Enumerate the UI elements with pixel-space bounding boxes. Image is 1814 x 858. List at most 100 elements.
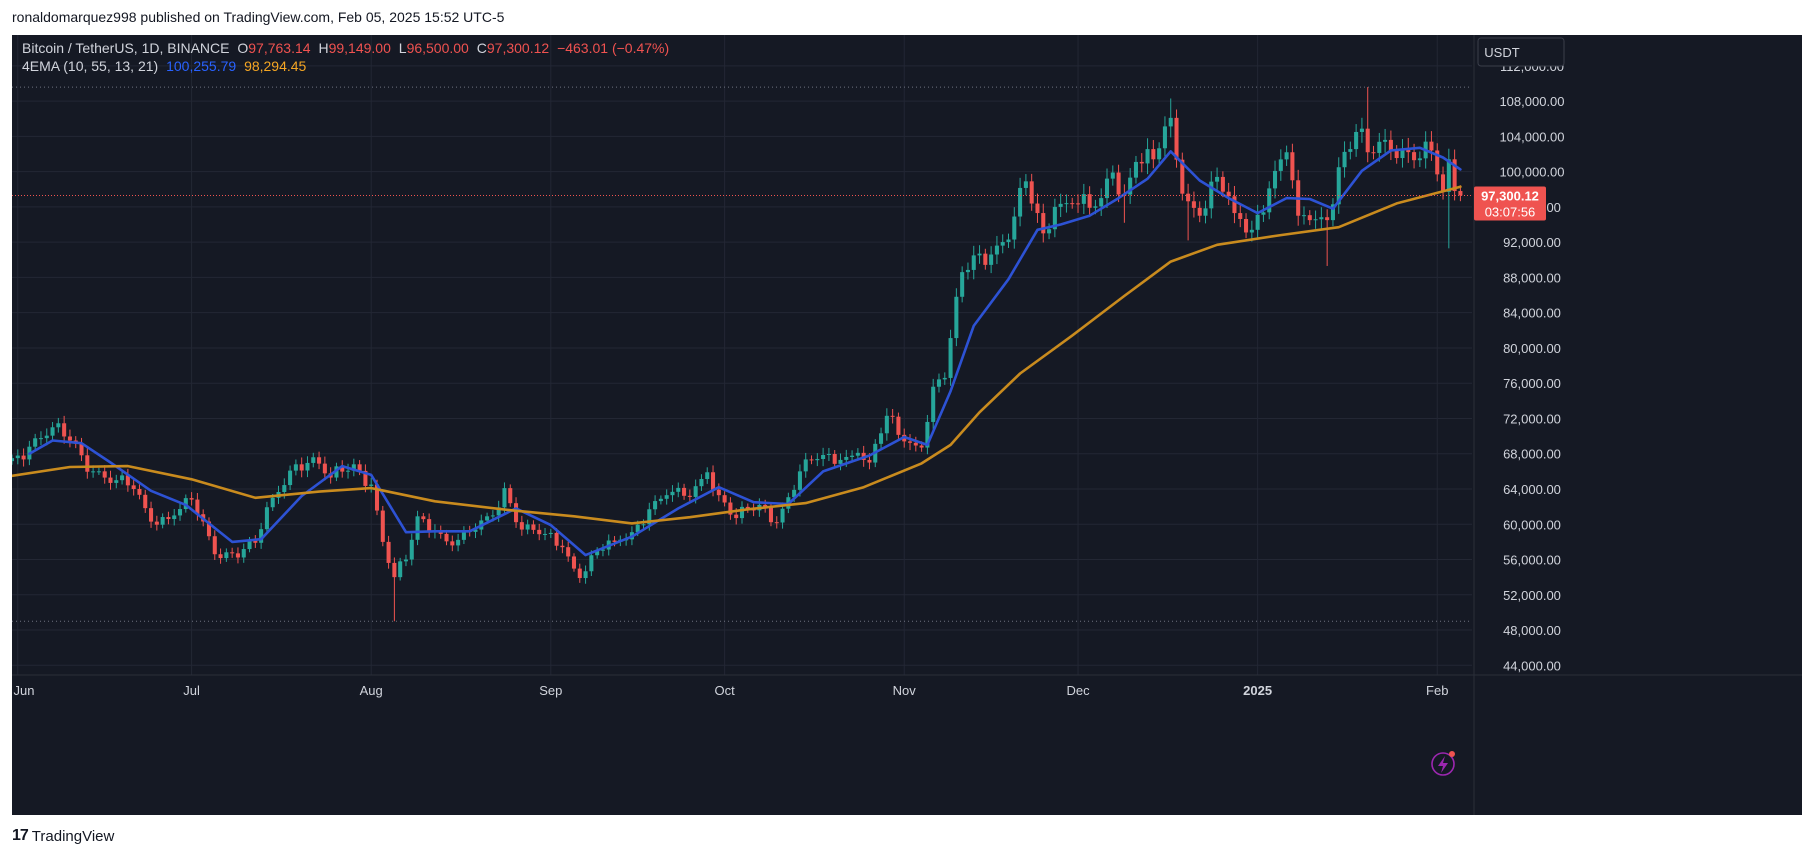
candle-body [195, 499, 200, 515]
candle-body [1104, 178, 1110, 199]
low-value: 96,500.00 [406, 40, 469, 56]
candle-body [705, 472, 710, 480]
currency-button-label[interactable]: USDT [1484, 45, 1519, 60]
candle-body [1244, 218, 1249, 233]
candle-body [890, 415, 895, 417]
tradingview-brand: TradingView [31, 827, 115, 845]
candle-body [983, 253, 988, 265]
candle-body [374, 484, 380, 511]
candle-body [595, 550, 600, 556]
candle-body [369, 484, 374, 486]
candle-body [363, 470, 368, 486]
x-tick-label: Feb [1426, 683, 1448, 698]
candle-body [1336, 167, 1341, 205]
candle-body [1359, 128, 1364, 132]
candle-body [108, 477, 113, 483]
candle-body [589, 555, 594, 572]
candle-body [1354, 131, 1359, 150]
candle-body [1232, 196, 1237, 214]
publish-header: ronaldomarquez998 published on TradingVi… [12, 9, 505, 25]
candle-body [734, 514, 739, 519]
axes: 112,000.00108,000.00104,000.00100,000.00… [12, 35, 1802, 815]
candle-body [936, 379, 942, 387]
candle-body [1151, 149, 1156, 160]
candle-body [380, 510, 385, 542]
candle-body [682, 487, 687, 496]
candle-body [102, 471, 107, 478]
candle-body [1226, 191, 1231, 197]
candle-body [971, 255, 976, 270]
symbol-title[interactable]: Bitcoin / TetherUS, 1D, BINANCE [22, 40, 230, 56]
candle-body [942, 377, 947, 380]
candle-body [1191, 201, 1196, 208]
candle-body [664, 495, 669, 499]
candle-body [218, 554, 223, 559]
candle-body [357, 464, 362, 471]
candle-body [699, 479, 704, 487]
candle-body [1203, 208, 1208, 216]
ema-fast-value: 100,255.79 [166, 58, 237, 74]
candle-body [542, 533, 548, 535]
indicator-legend: 4EMA (10, 55, 13, 21) 100,255.79 98,294.… [22, 58, 310, 74]
candle-body [676, 487, 681, 492]
y-tick-label: 72,000.00 [1503, 411, 1561, 426]
candle-body [96, 471, 101, 473]
candle-body [299, 464, 304, 471]
candle-body [33, 438, 38, 447]
chart-frame[interactable]: 112,000.00108,000.00104,000.00100,000.00… [12, 35, 1802, 815]
candle-body [241, 549, 246, 558]
open-label: O [237, 40, 249, 56]
countdown-text: 03:07:56 [1485, 204, 1536, 219]
currency-button[interactable] [1477, 37, 1565, 67]
candle-body [566, 547, 571, 557]
candle-body [1435, 150, 1440, 175]
candle-body [989, 254, 994, 265]
candle-body [722, 495, 727, 503]
candle-body [600, 549, 605, 551]
candle-body [1394, 150, 1399, 159]
indicator-title[interactable]: 4EMA (10, 55, 13, 21) [22, 58, 159, 74]
candle-body [1145, 149, 1150, 164]
candle-body [577, 568, 582, 579]
change-value: −463.01 (−0.47%) [557, 40, 670, 56]
candle-body [427, 519, 432, 533]
tradingview-logo[interactable]: 17 TradingView [12, 827, 114, 845]
candle-body [519, 522, 524, 530]
high-label: H [318, 40, 329, 56]
ema-slow-value: 98,294.45 [244, 58, 307, 74]
x-tick-label: Nov [893, 683, 917, 698]
candle-body [815, 459, 820, 461]
candle-body [311, 457, 316, 463]
current-price-tag [1474, 186, 1546, 221]
candle-body [50, 427, 55, 436]
candle-body [490, 515, 495, 517]
candle-body [583, 571, 588, 579]
price-chart[interactable]: 112,000.00108,000.00104,000.00100,000.00… [12, 35, 1802, 815]
candle-body [166, 517, 171, 520]
y-tick-label: 44,000.00 [1503, 658, 1561, 673]
candle-body [85, 455, 90, 472]
candle-body [965, 269, 970, 273]
y-tick-label: 100,000.00 [1499, 165, 1564, 180]
candle-body [884, 415, 889, 434]
candle-body [264, 507, 269, 530]
candle-body [160, 517, 165, 525]
candle-body [1041, 213, 1046, 234]
candle-body [1162, 126, 1167, 149]
candle-body [658, 498, 663, 502]
candle-body [415, 516, 420, 540]
candle-body [421, 516, 426, 520]
candle-body [1064, 203, 1069, 205]
ema-line-ema-10 [28, 146, 1462, 557]
x-tick-label: Jul [183, 683, 200, 698]
y-tick-label: 108,000.00 [1499, 94, 1564, 109]
candle-body [1412, 152, 1417, 161]
candle-body [120, 475, 125, 481]
candle-body [230, 552, 235, 554]
candle-body [143, 494, 148, 509]
candle-body [1290, 152, 1295, 181]
y-tick-label: 88,000.00 [1503, 270, 1561, 285]
candle-body [1446, 159, 1451, 192]
open-value: 97,763.14 [248, 40, 311, 56]
y-tick-label: 84,000.00 [1503, 306, 1561, 321]
